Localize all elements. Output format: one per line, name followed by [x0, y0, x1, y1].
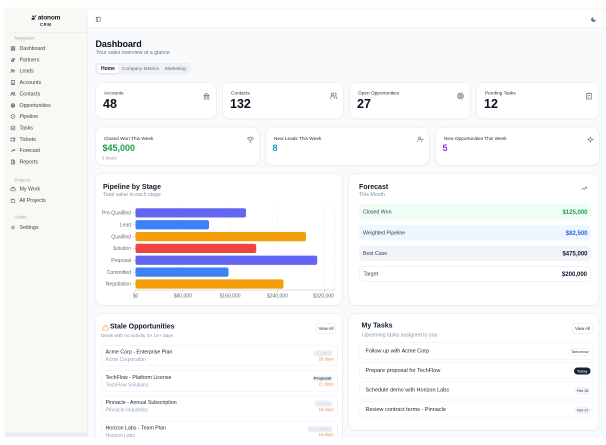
svg-text:$240,000: $240,000: [267, 294, 288, 300]
svg-text:$160,000: $160,000: [220, 294, 241, 300]
svg-text:Negotiation: Negotiation: [106, 282, 132, 288]
svg-text:$320,000: $320,000: [313, 294, 334, 300]
svg-text:Pre-Qualified: Pre-Qualified: [102, 211, 131, 217]
svg-text:Qualified: Qualified: [111, 234, 131, 240]
svg-text:$0: $0: [133, 294, 139, 300]
svg-text:Proposal: Proposal: [111, 258, 131, 264]
svg-text:$80,000: $80,000: [174, 294, 192, 300]
svg-text:Solution: Solution: [113, 246, 131, 252]
svg-text:Lead: Lead: [120, 222, 131, 228]
svg-text:Committed: Committed: [107, 270, 131, 276]
